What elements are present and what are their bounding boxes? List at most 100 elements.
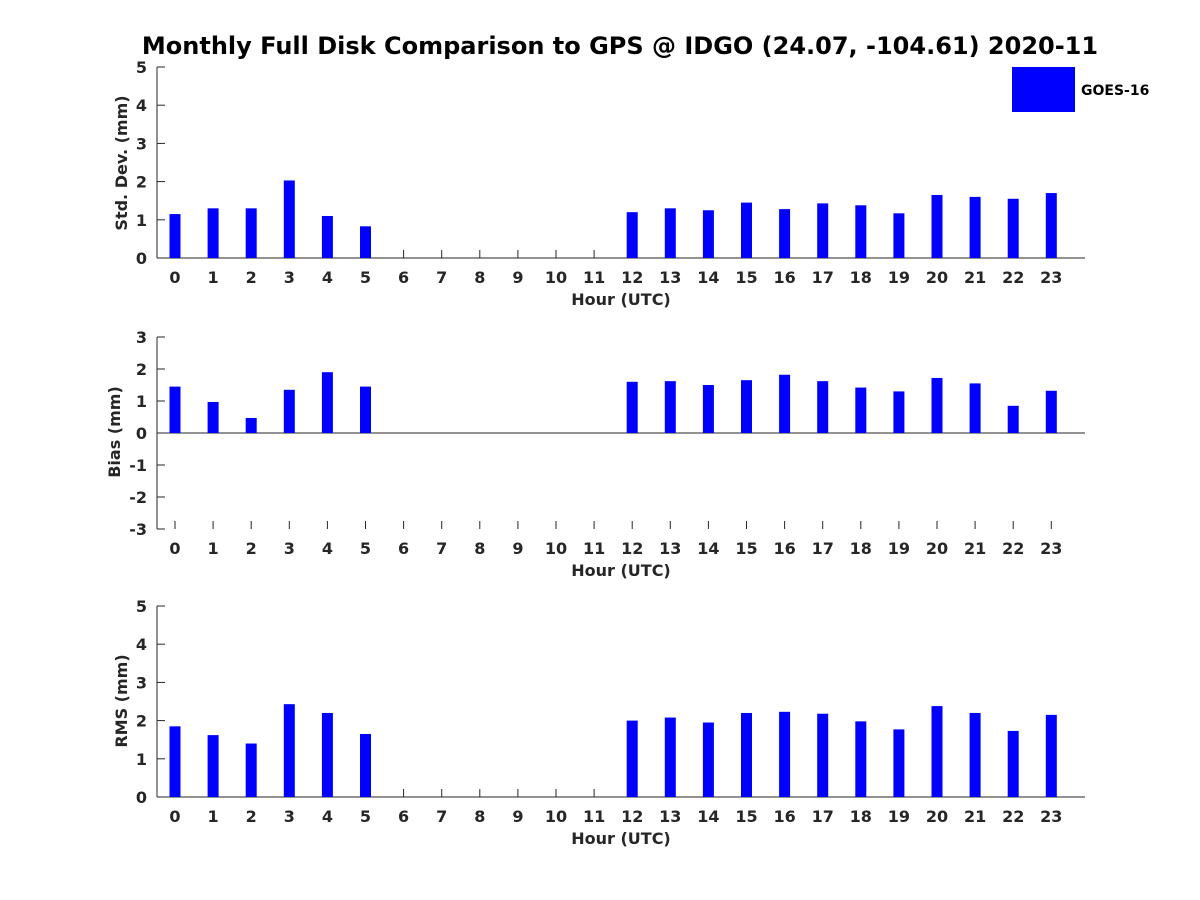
- x-tick-label: 21: [964, 539, 986, 558]
- x-tick-label: 2: [246, 268, 257, 287]
- x-tick-label: 15: [735, 539, 757, 558]
- x-tick-label: 8: [474, 268, 485, 287]
- x-tick-label: 22: [1002, 807, 1024, 826]
- bar: [245, 743, 257, 797]
- x-tick-label: 12: [621, 807, 643, 826]
- y-tick-label: 1: [136, 750, 147, 769]
- x-tick-label: 5: [360, 807, 371, 826]
- bar: [855, 721, 867, 797]
- x-tick-label: 4: [322, 539, 333, 558]
- x-tick-label: 8: [474, 539, 485, 558]
- bar: [741, 712, 752, 797]
- x-tick-label: 10: [545, 539, 567, 558]
- x-tick-label: 12: [621, 539, 643, 558]
- bar: [969, 383, 981, 433]
- legend-swatch: [1012, 67, 1075, 112]
- x-tick-label: 23: [1040, 539, 1062, 558]
- bar: [969, 196, 981, 258]
- x-tick-label: 16: [773, 807, 795, 826]
- bar: [626, 381, 638, 433]
- bar: [1045, 193, 1057, 258]
- x-tick-label: 17: [812, 807, 834, 826]
- bar: [931, 194, 943, 258]
- bar: [702, 722, 714, 797]
- bar: [779, 711, 791, 797]
- y-tick-label: 5: [136, 58, 147, 77]
- bar: [1007, 198, 1019, 258]
- bar: [664, 717, 676, 797]
- x-axis-label: Hour (UTC): [571, 829, 671, 848]
- y-tick-label: 5: [136, 597, 147, 616]
- x-tick-label: 9: [512, 539, 523, 558]
- x-tick-label: 11: [583, 268, 605, 287]
- x-tick-label: 14: [697, 539, 719, 558]
- bar: [931, 377, 943, 433]
- x-tick-label: 18: [850, 807, 872, 826]
- y-tick-label: 0: [136, 424, 147, 443]
- x-tick-label: 18: [850, 539, 872, 558]
- x-tick-label: 7: [436, 268, 447, 287]
- x-tick-label: 16: [773, 268, 795, 287]
- bar: [321, 372, 333, 433]
- bar: [626, 720, 638, 797]
- x-tick-label: 13: [659, 539, 681, 558]
- figure-title: Monthly Full Disk Comparison to GPS @ ID…: [142, 32, 1098, 60]
- x-tick-label: 20: [926, 268, 948, 287]
- x-tick-label: 6: [398, 807, 409, 826]
- x-tick-label: 11: [583, 807, 605, 826]
- bar: [664, 208, 676, 258]
- bar: [1045, 390, 1057, 433]
- x-tick-label: 7: [436, 807, 447, 826]
- bar: [893, 391, 905, 433]
- x-tick-label: 6: [398, 268, 409, 287]
- x-tick-label: 17: [812, 539, 834, 558]
- bar: [779, 209, 791, 258]
- y-tick-label: 4: [136, 635, 147, 654]
- bar: [283, 180, 295, 258]
- bar: [741, 380, 752, 433]
- bar: [360, 733, 371, 797]
- y-tick-label: 2: [136, 360, 147, 379]
- x-tick-label: 9: [512, 807, 523, 826]
- bar: [855, 387, 867, 433]
- x-tick-label: 10: [545, 268, 567, 287]
- y-tick-label: 1: [136, 392, 147, 411]
- x-tick-label: 19: [888, 807, 910, 826]
- x-tick-label: 23: [1040, 807, 1062, 826]
- legend: GOES-16: [1012, 67, 1149, 112]
- bar: [817, 713, 829, 797]
- bar: [169, 386, 181, 433]
- x-tick-label: 14: [697, 268, 719, 287]
- bar: [893, 729, 905, 797]
- x-tick-label: 17: [812, 268, 834, 287]
- bar: [207, 401, 219, 433]
- bar: [207, 735, 219, 797]
- bar: [283, 389, 295, 433]
- x-tick-label: 12: [621, 268, 643, 287]
- bar: [702, 385, 714, 433]
- bar: [321, 215, 333, 258]
- x-tick-label: 21: [964, 268, 986, 287]
- y-tick-label: 0: [136, 788, 147, 807]
- y-axis-label: RMS (mm): [112, 654, 131, 747]
- x-axis-label: Hour (UTC): [571, 290, 671, 309]
- y-tick-label: 2: [136, 173, 147, 192]
- y-axis-label: Std. Dev. (mm): [112, 95, 131, 230]
- bar: [360, 386, 371, 433]
- x-tick-label: 3: [284, 539, 295, 558]
- x-tick-label: 21: [964, 807, 986, 826]
- bar: [1007, 405, 1019, 433]
- x-tick-label: 6: [398, 539, 409, 558]
- y-tick-label: 3: [136, 673, 147, 692]
- x-tick-label: 1: [208, 539, 219, 558]
- bar: [283, 704, 295, 797]
- bar: [1045, 714, 1057, 797]
- x-tick-label: 22: [1002, 268, 1024, 287]
- x-tick-label: 14: [697, 807, 719, 826]
- bar: [817, 203, 829, 258]
- x-tick-label: 20: [926, 539, 948, 558]
- x-tick-label: 1: [208, 807, 219, 826]
- x-tick-label: 18: [850, 268, 872, 287]
